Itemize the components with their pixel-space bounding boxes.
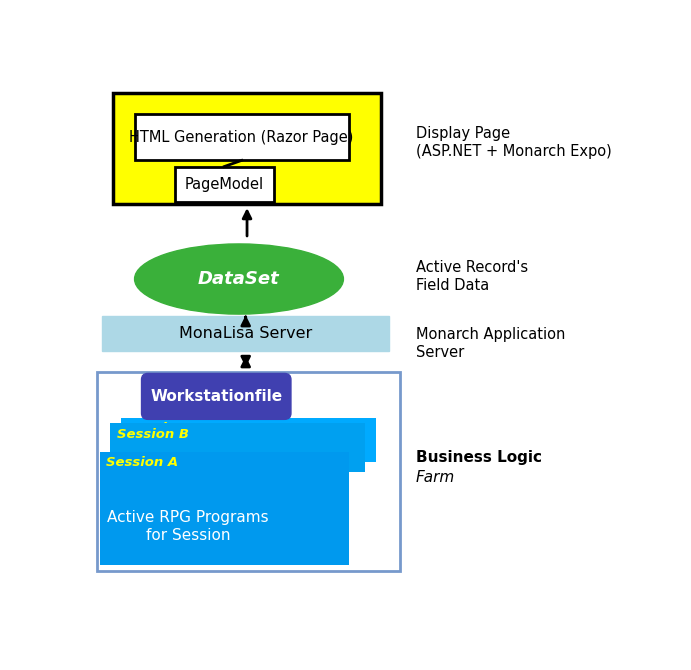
FancyBboxPatch shape [142, 373, 291, 419]
Text: (ASP.NET + Monarch Expo): (ASP.NET + Monarch Expo) [416, 144, 612, 159]
Text: Workstationfile: Workstationfile [150, 389, 283, 404]
FancyBboxPatch shape [102, 316, 389, 351]
Text: Session B: Session B [117, 427, 189, 441]
Text: HTML Generation (Razor Page): HTML Generation (Razor Page) [129, 130, 354, 145]
FancyBboxPatch shape [100, 452, 349, 565]
Text: Farm: Farm [416, 470, 455, 485]
FancyBboxPatch shape [111, 423, 365, 472]
Text: Session A: Session A [106, 456, 178, 469]
Text: Session C: Session C [128, 423, 199, 436]
Text: Server: Server [416, 345, 464, 360]
Ellipse shape [135, 244, 343, 314]
FancyBboxPatch shape [175, 167, 274, 202]
FancyBboxPatch shape [113, 93, 381, 204]
Text: DataSet: DataSet [198, 270, 280, 288]
Text: Business Logic: Business Logic [416, 450, 542, 464]
Text: Monarch Application: Monarch Application [416, 327, 565, 342]
FancyBboxPatch shape [97, 372, 399, 571]
Text: MonaLisa Server: MonaLisa Server [179, 326, 312, 341]
Text: Display Page: Display Page [416, 125, 510, 141]
Text: PageModel: PageModel [184, 177, 264, 192]
FancyBboxPatch shape [121, 418, 376, 462]
FancyBboxPatch shape [135, 114, 349, 160]
Text: Active Record's: Active Record's [416, 260, 528, 275]
Text: Active RPG Programs
for Session: Active RPG Programs for Session [107, 511, 269, 543]
Text: Field Data: Field Data [416, 278, 489, 293]
